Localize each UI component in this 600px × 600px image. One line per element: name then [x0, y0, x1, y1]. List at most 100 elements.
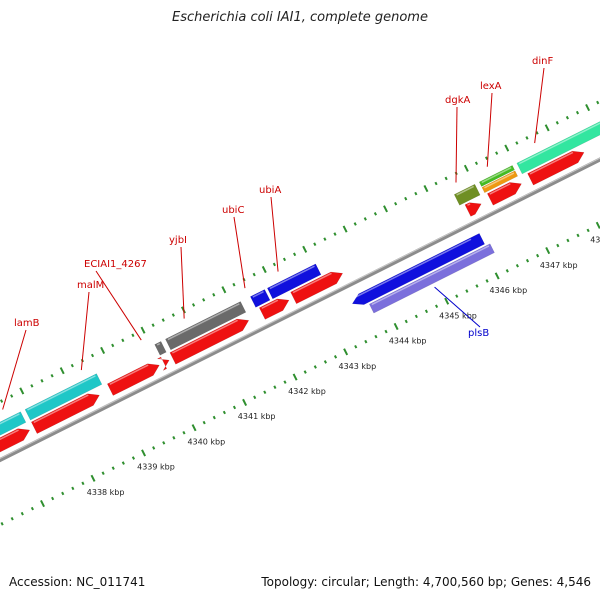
- inner-tick: [333, 355, 338, 359]
- gene-label: ubiC: [222, 205, 244, 216]
- red-gene-arrow-shine: [529, 151, 574, 175]
- inner-tick: [586, 228, 590, 233]
- inner-tick: [263, 390, 267, 395]
- outer-tick: [161, 318, 165, 322]
- blue-reverse-gene: [351, 233, 485, 305]
- inner-tick: [283, 380, 287, 384]
- outer-tick: [525, 136, 529, 140]
- inner-tick: [494, 272, 500, 280]
- outer-tick: [535, 131, 539, 135]
- outer-tick: [70, 363, 74, 368]
- orange-gene-block: [481, 170, 519, 194]
- red-gene-arrow: [106, 363, 160, 396]
- callout-line: [434, 286, 481, 328]
- callout-line: [2, 329, 27, 410]
- outer-tick: [414, 191, 418, 196]
- inner-tick: [556, 243, 560, 248]
- inner-tick: [121, 461, 125, 465]
- red-gene-arrow-shine: [109, 364, 149, 386]
- inner-tick: [545, 247, 551, 255]
- gray-gene-block-shine: [167, 303, 240, 341]
- inner-tick: [81, 481, 85, 486]
- inner-tick: [90, 474, 96, 482]
- outer-tick: [252, 272, 256, 277]
- red-gene-arrow-shine: [292, 272, 332, 294]
- blue-gene-block-shine: [269, 265, 315, 290]
- genes-layer: [0, 121, 600, 453]
- cyan-gene-block-shine: [0, 413, 20, 425]
- gene-label: yjbI: [169, 235, 187, 246]
- inner-tick: [465, 289, 469, 293]
- gene-label: lamB: [14, 318, 40, 329]
- inner-tick: [222, 410, 226, 415]
- gene-label: dinF: [532, 56, 553, 67]
- outer-tick: [333, 232, 337, 236]
- red-gene-arrow-shine: [489, 183, 511, 195]
- inner-tick: [485, 279, 489, 283]
- kbp-tick-label: 4340 kbp: [187, 437, 225, 446]
- red-gene-arrow-shine: [33, 394, 89, 424]
- blue-gene-block: [266, 263, 322, 300]
- outer-tick: [404, 196, 408, 201]
- inner-tick: [232, 405, 237, 410]
- outer-tick: [565, 115, 569, 120]
- inner-tick: [566, 238, 570, 243]
- outer-tick: [383, 205, 388, 213]
- backbone-layer: [0, 157, 600, 463]
- inner-tick: [202, 420, 206, 425]
- callout-line: [486, 92, 493, 167]
- inner-tick: [273, 385, 277, 389]
- callout-line: [270, 196, 279, 272]
- inner-tick: [434, 304, 439, 309]
- inner-tick: [141, 449, 147, 457]
- orange-gene-block-shine: [484, 172, 515, 189]
- inner-tick: [455, 294, 459, 298]
- outer-tick: [544, 124, 550, 132]
- olive-gene-block: [453, 183, 481, 206]
- outer-tick: [495, 151, 499, 155]
- mint-gene-block: [516, 121, 600, 175]
- outer-tick: [596, 100, 600, 105]
- outer-tick: [394, 201, 398, 206]
- gray-gene-block: [165, 301, 247, 351]
- red-gene-arrow: [290, 271, 344, 305]
- purple-reverse-gene: [368, 243, 495, 314]
- outer-tick: [261, 265, 267, 274]
- outer-tick: [40, 379, 44, 383]
- green-gene-block-shine: [481, 166, 512, 184]
- inner-tick: [191, 424, 197, 432]
- outer-tick: [212, 293, 216, 297]
- inner-tick: [111, 466, 115, 470]
- outer-tick: [515, 141, 519, 145]
- inner-tick: [536, 253, 540, 258]
- outer-tick: [90, 353, 95, 358]
- backbone-highlight: [0, 157, 600, 460]
- cyan-gene-block: [0, 411, 27, 436]
- outer-tick: [293, 252, 297, 257]
- outer-tick: [50, 373, 54, 378]
- map-title: Escherichia coli IAI1, complete genome: [172, 10, 428, 25]
- red-gene-arrow: [486, 182, 522, 206]
- outer-tick: [191, 303, 196, 307]
- gene-label: plsB: [468, 328, 489, 339]
- outer-tick: [282, 257, 287, 262]
- red-gene-arrow-shine: [157, 356, 164, 361]
- callout-line: [534, 67, 545, 144]
- outer-tick: [19, 387, 25, 395]
- inner-tick: [10, 516, 14, 521]
- inner-tick: [505, 269, 509, 273]
- outer-tick: [444, 176, 448, 181]
- outer-tick: [30, 384, 34, 388]
- outer-tick: [555, 120, 559, 125]
- outer-tick: [131, 333, 135, 338]
- inner-tick: [475, 284, 479, 288]
- kbp-tick-label: 4348 kbp: [590, 236, 600, 245]
- inner-tick: [404, 319, 408, 324]
- genome-stats-text: Topology: circular; Length: 4,700,560 bp…: [261, 575, 591, 589]
- outer-tick: [140, 326, 146, 334]
- inner-tick: [414, 314, 418, 319]
- green-gene-block: [478, 165, 515, 187]
- inner-tick: [71, 486, 75, 491]
- gene-label: ubiA: [259, 185, 281, 196]
